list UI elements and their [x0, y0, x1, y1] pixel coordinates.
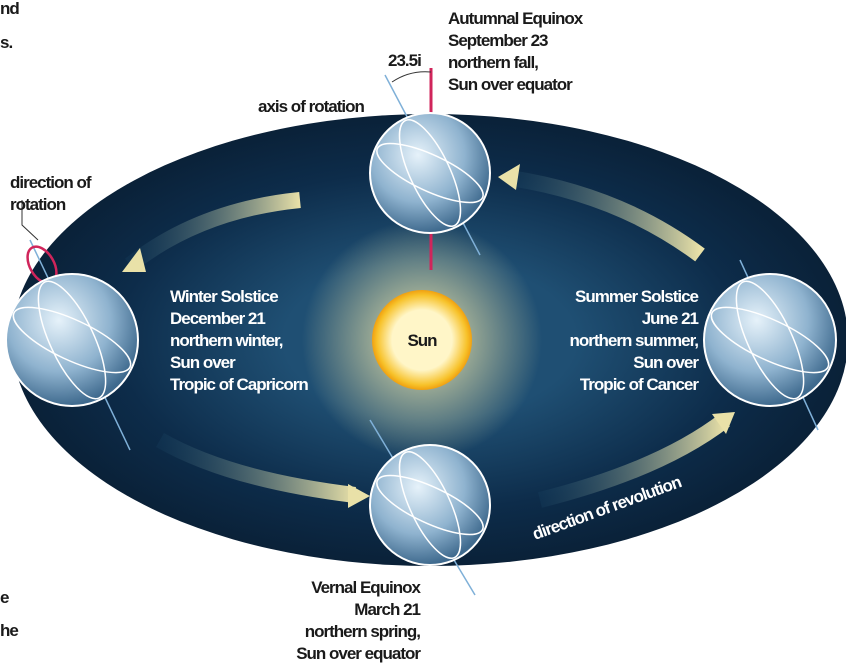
globe-lines — [12, 119, 830, 559]
season-label: northern spring, — [305, 622, 421, 641]
season-label: northern fall, — [448, 53, 538, 72]
arrow-heads — [122, 164, 735, 508]
season-label: Summer Solstice — [575, 287, 698, 306]
season-label: Tropic of Capricorn — [170, 375, 308, 394]
angle-arc — [391, 71, 432, 83]
sun — [372, 290, 472, 390]
axis-label: axis of rotation — [258, 97, 364, 116]
season-label: northern winter, — [170, 331, 283, 350]
fragment: s. — [0, 33, 12, 52]
season-label: Sun over — [633, 353, 699, 372]
rotation-label: direction of — [10, 173, 92, 192]
arrows — [125, 170, 730, 508]
rotation-label: rotation — [10, 195, 66, 214]
season-label: March 21 — [354, 600, 420, 619]
leader — [21, 200, 39, 241]
season-label: Vernal Equinox — [311, 578, 421, 597]
fragment: he — [0, 621, 18, 640]
sun-label: Sun — [407, 331, 437, 350]
angle-label: 23.5i — [388, 51, 421, 70]
season-label: Sun over — [170, 353, 236, 372]
fragment: e — [0, 588, 9, 607]
season-label: Tropic of Cancer — [580, 375, 700, 394]
fragment: nd — [0, 0, 19, 18]
season-label: September 23 — [448, 31, 548, 50]
season-label: Autumnal Equinox — [448, 9, 584, 28]
season-label: northern summer, — [569, 331, 698, 350]
season-label: Sun over equator — [448, 75, 573, 94]
season-label: Sun over equator — [296, 644, 421, 663]
season-label: Winter Solstice — [170, 287, 278, 306]
season-label: June 21 — [642, 309, 699, 328]
season-label: December 21 — [170, 309, 265, 328]
